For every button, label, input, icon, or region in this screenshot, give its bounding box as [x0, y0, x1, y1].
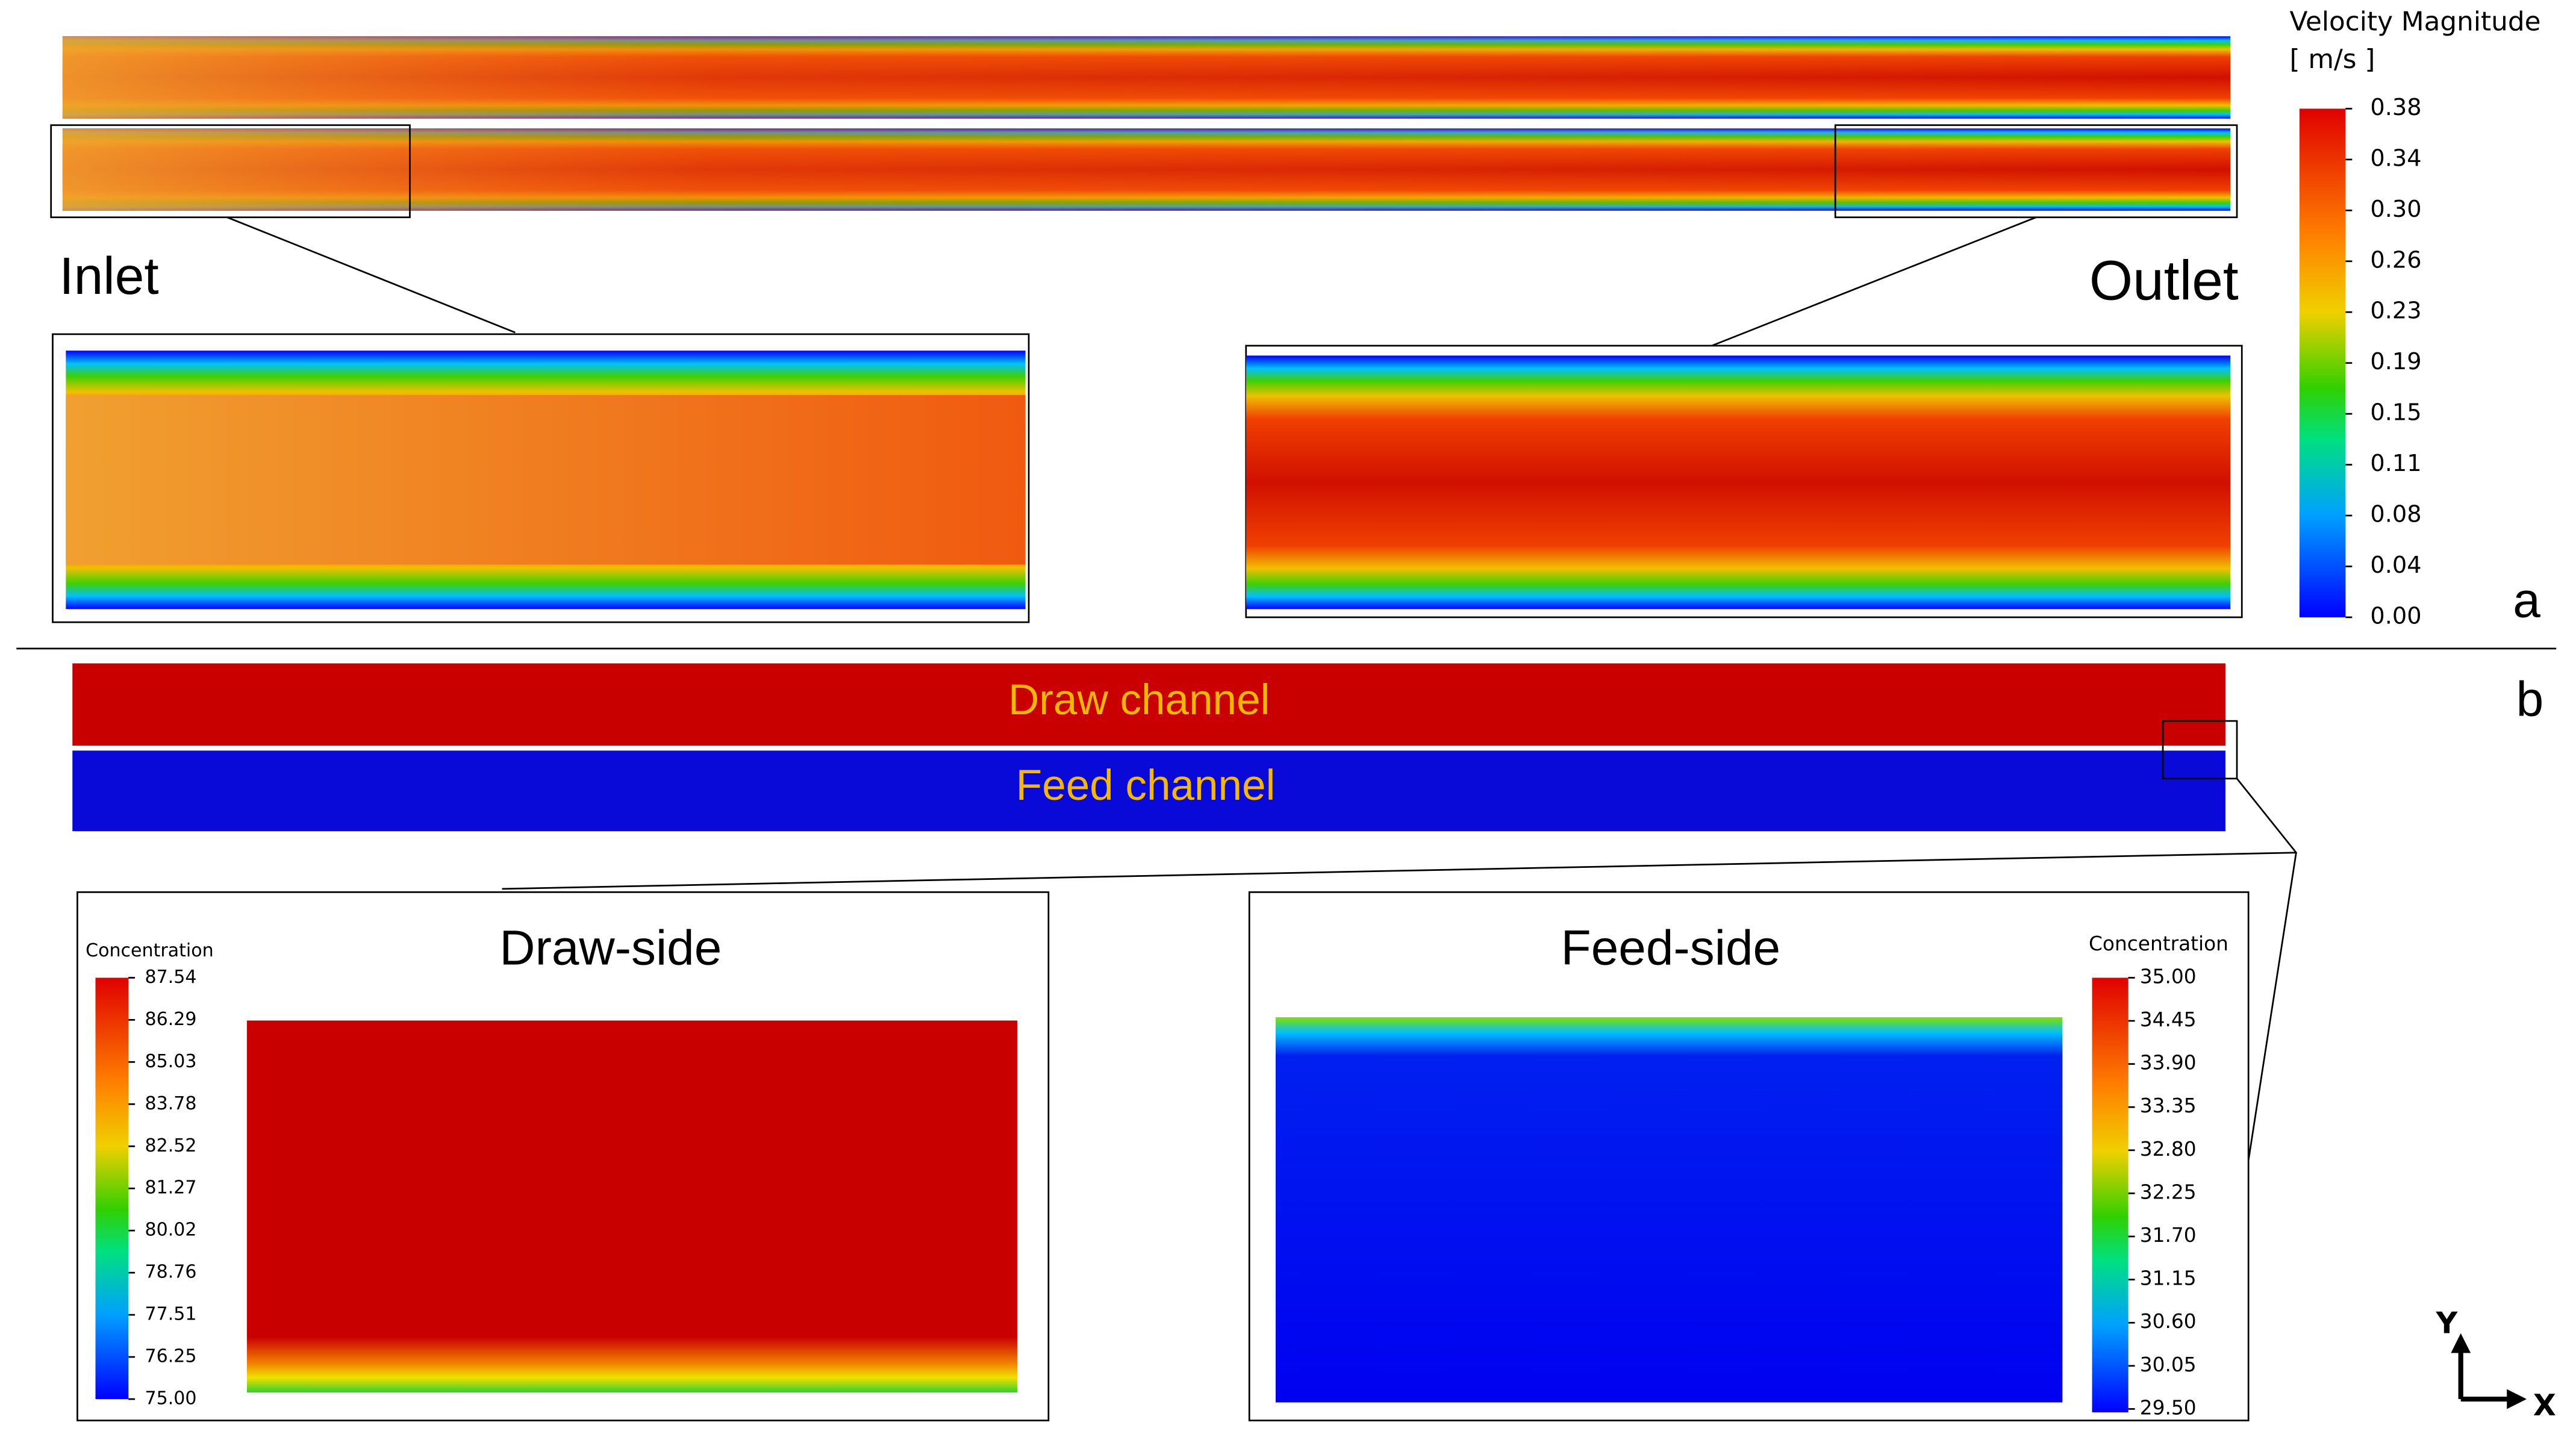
draw-channel [72, 663, 2225, 746]
tick-label: 31.70 [2140, 1224, 2197, 1247]
tick-label: 32.80 [2140, 1138, 2197, 1161]
colorbar [2299, 108, 2346, 617]
tick-label: 0.26 [2370, 246, 2421, 273]
zoom-line [226, 216, 516, 334]
tick-label: 33.35 [2140, 1094, 2197, 1117]
colorbar [95, 977, 129, 1400]
tick-label: 83.78 [145, 1093, 196, 1114]
contour [1276, 1017, 2063, 1403]
feed-channel-label: Feed channel [1016, 762, 1276, 809]
detail-box [2162, 720, 2238, 780]
arrowhead [2451, 1333, 2471, 1353]
channel-inlet-shade [62, 36, 2231, 119]
zoom-line [1711, 216, 2037, 347]
outlet-label: Outlet [2089, 249, 2239, 311]
tick-label: 0.11 [2370, 450, 2421, 477]
tick-label: 80.02 [145, 1220, 196, 1241]
tick-label: 0.38 [2370, 94, 2421, 121]
outlet-zoom-contour [1246, 355, 2231, 609]
legend-title: Concentration [86, 940, 214, 961]
contour [246, 1020, 1017, 1393]
tick-label: 76.25 [145, 1346, 196, 1367]
feed-side-panel: Feed-side Concentration 35.00 34.45 33.90 3… [1248, 891, 2250, 1421]
tick-label: 0.08 [2370, 501, 2421, 528]
feed-channel [72, 750, 2225, 832]
tick-label: 77.51 [145, 1304, 196, 1325]
zoom-line [502, 852, 2297, 890]
tick-label: 86.29 [145, 1009, 196, 1030]
tick-label: 33.90 [2140, 1052, 2197, 1074]
tick-label: 78.76 [145, 1262, 196, 1283]
legend-title: Velocity Magnitude [2289, 6, 2540, 37]
y-axis-label: Y [2436, 1306, 2459, 1341]
x-axis-label: X [2533, 1388, 2556, 1423]
tick-label: 82.52 [145, 1135, 196, 1156]
inlet-box [50, 124, 411, 219]
legend-unit: [ m/s ] [2289, 44, 2375, 75]
tick-label: 0.15 [2370, 399, 2421, 426]
channels-a: Inlet Outlet [50, 36, 2243, 623]
tick-label: 34.45 [2140, 1008, 2197, 1031]
colorbar [2092, 977, 2128, 1412]
tick-label: 0.34 [2370, 145, 2421, 172]
tick-label: 75.00 [145, 1388, 196, 1409]
velocity-legend: Velocity Magnitude [ m/s ] 0.38 0.34 0.30 0… [2289, 6, 2540, 629]
tick-label: 30.60 [2140, 1310, 2197, 1333]
tick-label: 87.54 [145, 967, 196, 988]
tick-label: 31.15 [2140, 1267, 2197, 1290]
tick-label: 0.19 [2370, 348, 2421, 375]
inlet-label: Inlet [59, 246, 158, 305]
tick-label: 81.27 [145, 1177, 196, 1199]
inlet-zoom-core [66, 394, 1026, 565]
tick-label: 29.50 [2140, 1396, 2197, 1419]
draw-side-panel: Draw-side Concentration 87.54 86.29 85.03 8… [76, 891, 1050, 1421]
channel-inlet-shade [62, 128, 2231, 211]
draw-channel-label: Draw channel [1008, 676, 1270, 724]
tick-label: 0.23 [2370, 298, 2421, 325]
tick-label: 85.03 [145, 1051, 196, 1072]
tick-label: 0.30 [2370, 196, 2421, 223]
tick-label: 32.25 [2140, 1180, 2197, 1203]
tick-label: 35.00 [2140, 965, 2197, 988]
panel-label: a [2513, 573, 2540, 628]
arrowhead [2507, 1389, 2527, 1409]
tick-label: 30.05 [2140, 1353, 2197, 1376]
channels-b: Draw channel Feed channel [72, 663, 2297, 1161]
legend-title: Concentration [2089, 932, 2228, 955]
panel-title: Draw-side [499, 920, 722, 975]
tick-label: 0.04 [2370, 552, 2421, 579]
panel-title: Feed-side [1561, 920, 1780, 975]
axis-triad: Y X [2436, 1306, 2556, 1423]
panel-label: b [2516, 672, 2544, 727]
tick-label: 0.00 [2370, 602, 2421, 629]
